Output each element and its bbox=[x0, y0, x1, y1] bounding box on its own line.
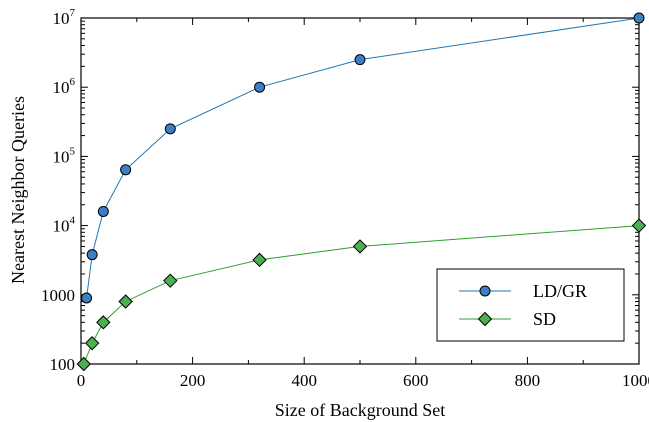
legend-box bbox=[436, 268, 625, 342]
y-tick-label: 104 bbox=[53, 215, 76, 236]
data-point-ld-gr bbox=[254, 81, 266, 93]
y-tick-label: 100 bbox=[50, 355, 76, 374]
y-tick-label: 105 bbox=[53, 145, 76, 166]
legend: LD/GR SD bbox=[436, 268, 625, 342]
axes: 0 200 400 600 800 1000 100 1000 104 105 106 107 bbox=[41, 7, 649, 390]
series-line-ld-gr bbox=[86, 17, 640, 299]
legend-label-sd: SD bbox=[533, 309, 556, 329]
data-point-sd bbox=[76, 356, 91, 372]
data-point-ld-gr bbox=[81, 292, 93, 304]
x-axis-label: Size of Background Set bbox=[275, 400, 445, 420]
series-layer bbox=[76, 12, 647, 372]
x-tick-label: 0 bbox=[77, 371, 86, 390]
data-point-ld-gr bbox=[354, 54, 366, 66]
data-point-ld-gr bbox=[86, 249, 98, 261]
data-point-ld-gr bbox=[164, 123, 176, 135]
y-axis-label: Nearest Neighbor Queries bbox=[8, 96, 28, 284]
data-point-ld-gr bbox=[97, 205, 109, 217]
data-point-sd bbox=[163, 273, 178, 288]
data-point-ld-gr bbox=[120, 164, 132, 176]
x-tick-label: 200 bbox=[180, 371, 206, 390]
data-point-sd bbox=[118, 294, 133, 309]
x-tick-label: 1000 bbox=[622, 371, 649, 390]
data-point-sd bbox=[84, 335, 100, 351]
x-tick-label: 600 bbox=[403, 371, 429, 390]
data-point-sd bbox=[631, 218, 647, 233]
data-point-ld-gr bbox=[633, 12, 645, 24]
legend-label-ld-gr: LD/GR bbox=[533, 281, 587, 301]
y-tick-label: 107 bbox=[53, 7, 76, 28]
data-point-sd bbox=[352, 239, 368, 254]
y-tick-label: 106 bbox=[53, 76, 76, 97]
series-ld-gr bbox=[81, 12, 645, 304]
data-point-sd bbox=[252, 252, 267, 268]
x-tick-label: 800 bbox=[515, 371, 541, 390]
x-tick-label: 400 bbox=[291, 371, 317, 390]
legend-marker-ld-gr bbox=[479, 285, 491, 297]
y-tick-label: 1000 bbox=[41, 286, 75, 305]
series-sd bbox=[76, 218, 647, 372]
legend-marker-sd bbox=[477, 311, 493, 327]
data-point-sd bbox=[96, 315, 111, 330]
